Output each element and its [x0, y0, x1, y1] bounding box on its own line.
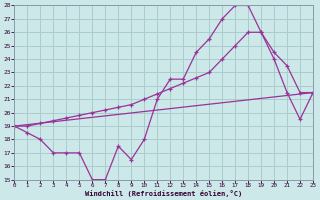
- X-axis label: Windchill (Refroidissement éolien,°C): Windchill (Refroidissement éolien,°C): [85, 190, 242, 197]
